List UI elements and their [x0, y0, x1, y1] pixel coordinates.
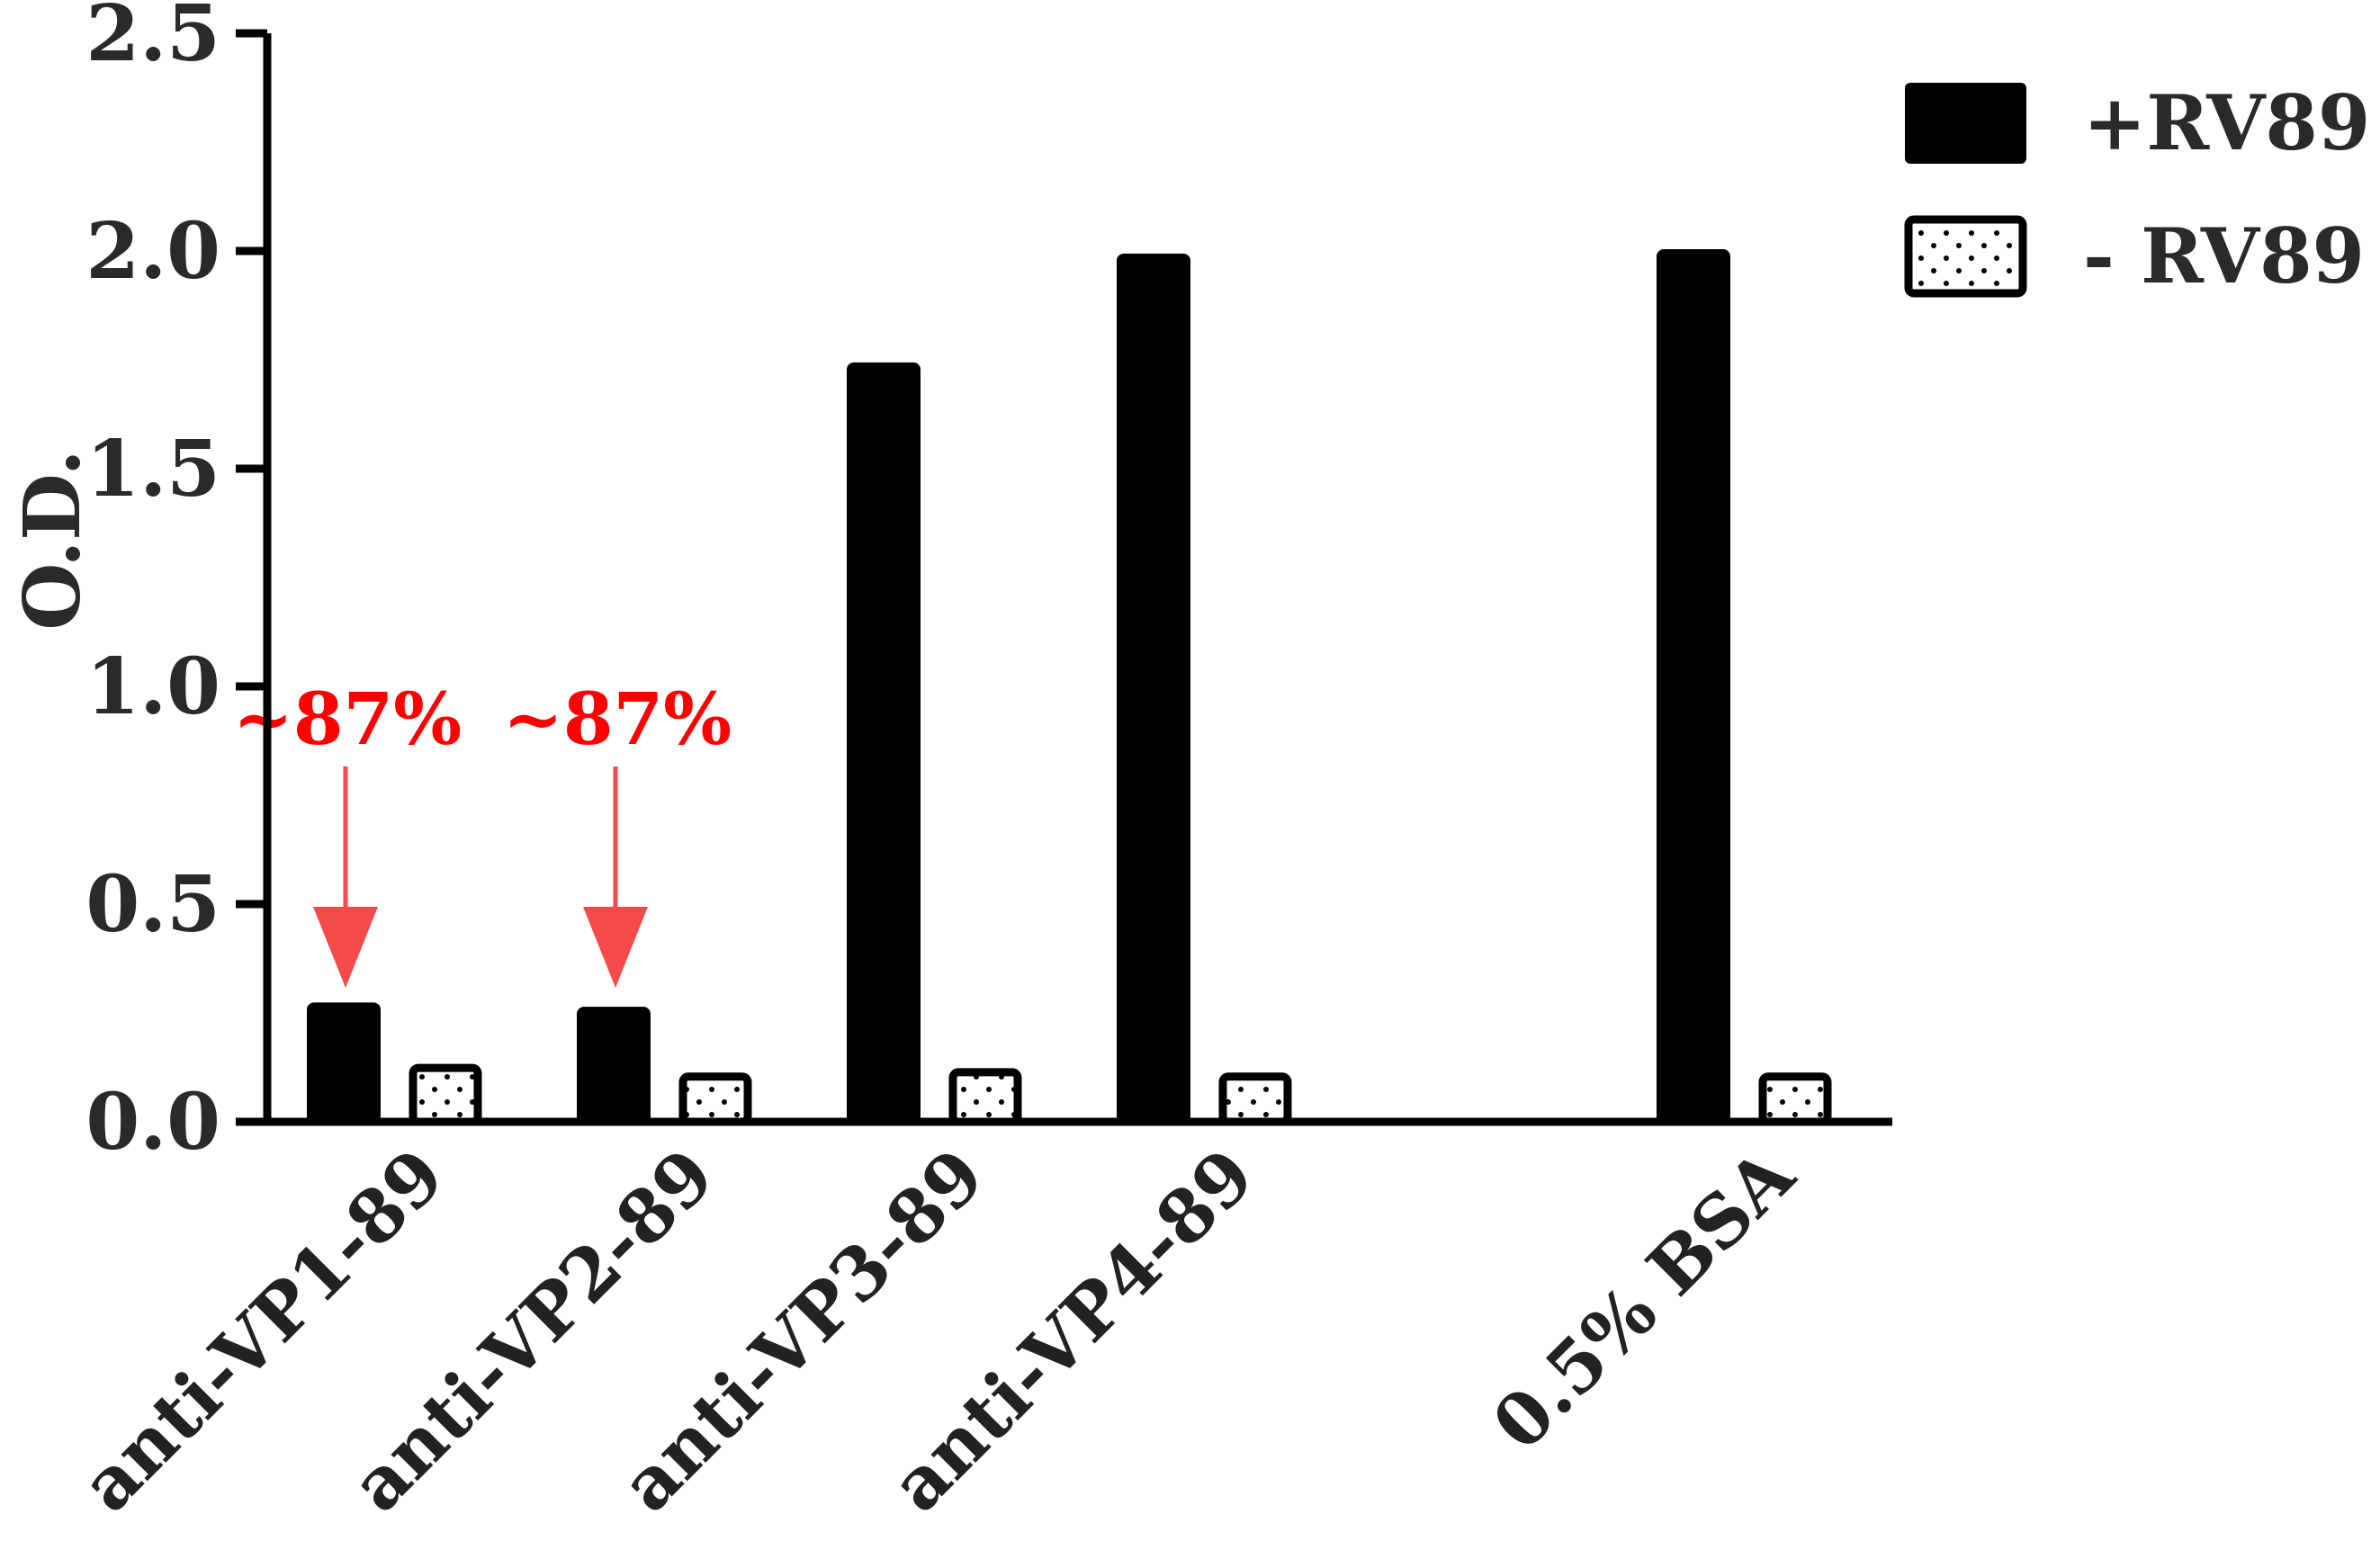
- annotation-arrow-head: [313, 907, 378, 988]
- legend: +RV89 - RV89: [1904, 78, 2370, 300]
- y-tick-label: 1.0: [85, 641, 220, 732]
- y-axis-title: O.D.: [7, 449, 98, 630]
- bar-minus-rv89: [678, 1072, 752, 1126]
- bar-minus-rv89: [409, 1063, 482, 1126]
- bar-plus-rv89: [307, 1002, 381, 1124]
- bar-minus-rv89: [948, 1068, 1022, 1126]
- y-tick-label: 2.5: [85, 0, 220, 79]
- bar-plus-rv89: [847, 362, 921, 1124]
- annotation-arrow-head: [583, 907, 648, 988]
- y-tick-label: 0.5: [85, 859, 220, 950]
- bar-plus-rv89: [1117, 253, 1190, 1124]
- x-labels: anti-VP1-89anti-VP2-89anti-VP3-89anti-VP…: [65, 1132, 1810, 1528]
- bar-minus-rv89: [1218, 1072, 1292, 1126]
- bar-minus-rv89: [1758, 1072, 1832, 1126]
- bars: [307, 249, 1832, 1126]
- legend-label: +RV89: [2083, 78, 2370, 167]
- bar-plus-rv89: [1657, 249, 1730, 1124]
- annotation-label: ~87%: [503, 676, 732, 761]
- x-category-label: 0.5% BSA: [1477, 1132, 1811, 1466]
- y-ticks: 0.0 0.5 1.0 1.5 2.0 2.5: [85, 0, 267, 1168]
- bar-plus-rv89: [577, 1007, 651, 1124]
- legend-label: - RV89: [2083, 211, 2365, 300]
- legend-swatch-minus-rv89: [1904, 215, 2027, 298]
- plot-area: ~87% ~87% 0.0 0.5 1.0 1.5 2.0 2.5 anti-VP1-89a…: [65, 0, 1892, 1528]
- annotations: ~87% ~87%: [233, 676, 732, 988]
- y-tick-label: 2.0: [85, 206, 220, 297]
- y-tick-label: 0.0: [85, 1077, 220, 1168]
- legend-swatch-plus-rv89: [1905, 83, 2026, 164]
- y-tick-label: 1.5: [85, 424, 220, 515]
